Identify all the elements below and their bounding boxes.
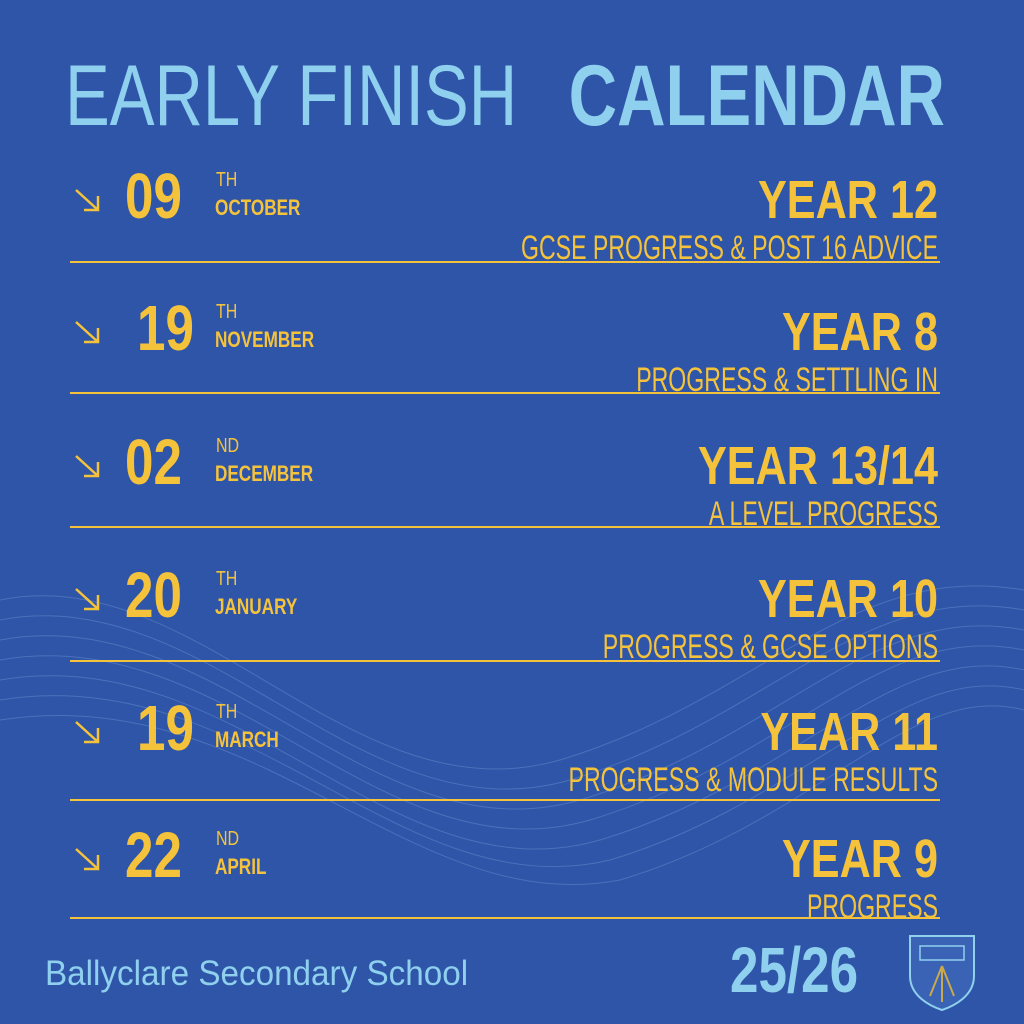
arrow-icon [75,588,100,611]
day-number: 20 [125,561,182,632]
month: MARCH [215,728,279,753]
day-number: 02 [125,428,182,499]
day-number: 22 [125,821,182,892]
year-group: YEAR 10 [758,570,938,630]
description: PROGRESS & GCSE OPTIONS [603,629,938,666]
year-group: YEAR 8 [782,303,938,363]
school-name: Ballyclare Secondary School [45,954,468,993]
day-number: 09 [125,162,182,233]
description: GCSE PROGRESS & POST 16 ADVICE [521,230,938,267]
title-light: EARLY FINISH [65,48,517,144]
day-suffix: ND [216,434,239,456]
day-suffix: TH [216,700,237,722]
year-group: YEAR 9 [782,830,938,890]
title-bold: CALENDAR [569,48,945,144]
school-crest [909,935,975,1012]
arrow-icon [75,321,100,344]
month: APRIL [215,855,266,880]
day-suffix: TH [216,300,237,322]
month: NOVEMBER [215,328,314,353]
wave-decoration [0,585,1024,885]
arrow-icon [75,848,100,871]
month: DECEMBER [215,462,313,487]
month: OCTOBER [215,196,300,221]
year-group: YEAR 12 [758,171,938,231]
day-suffix: TH [216,168,237,190]
month: JANUARY [215,595,297,620]
day-number: 19 [137,694,194,765]
day-number: 19 [137,294,194,365]
arrow-icon [75,455,100,478]
day-suffix: TH [216,567,237,589]
description: PROGRESS [807,889,938,926]
arrow-icon [75,189,100,212]
session: 25/26 [730,936,858,1007]
arrow-icon [75,721,100,744]
day-suffix: ND [216,827,239,849]
year-group: YEAR 11 [760,703,938,763]
description: PROGRESS & MODULE RESULTS [569,762,938,799]
year-group: YEAR 13/14 [698,437,938,497]
